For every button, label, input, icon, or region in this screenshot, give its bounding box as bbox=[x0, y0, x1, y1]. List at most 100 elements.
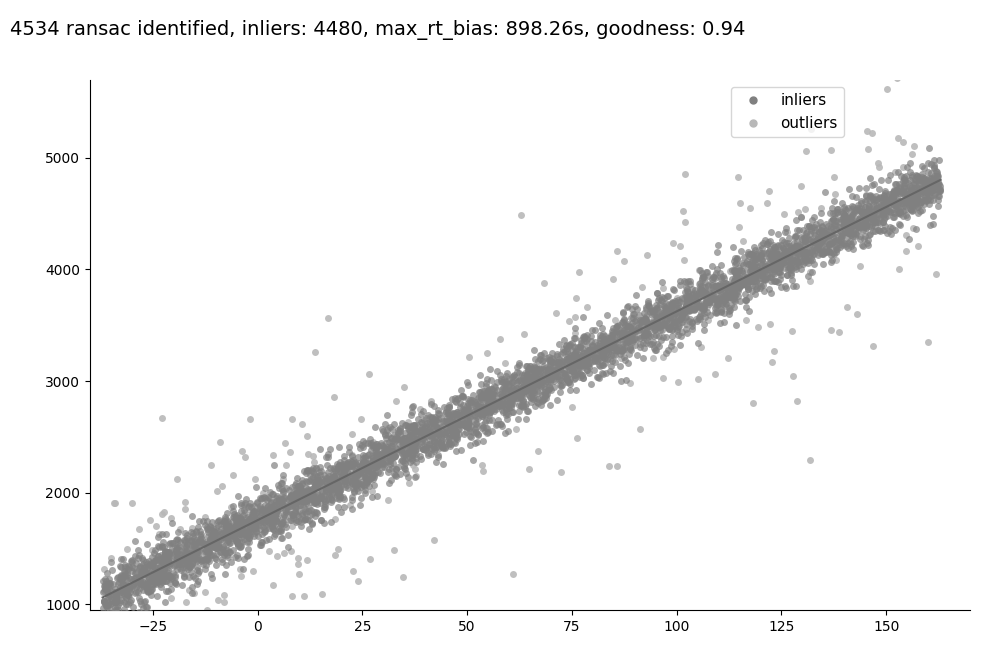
Point bbox=[545, 367, 561, 377]
Point bbox=[550, 370, 566, 381]
Point bbox=[724, 274, 740, 284]
Point bbox=[926, 171, 942, 182]
Point bbox=[252, 504, 268, 514]
Point bbox=[908, 186, 924, 197]
Point bbox=[765, 256, 781, 267]
Point bbox=[107, 587, 123, 597]
Point bbox=[770, 257, 786, 268]
Point bbox=[616, 345, 632, 355]
Point bbox=[483, 383, 499, 394]
Point bbox=[169, 543, 185, 554]
Point bbox=[412, 425, 428, 436]
Point bbox=[494, 384, 510, 394]
Point bbox=[446, 408, 462, 418]
Point bbox=[295, 489, 311, 499]
Point bbox=[366, 459, 382, 470]
Point bbox=[221, 530, 237, 541]
Point bbox=[352, 461, 368, 471]
Point bbox=[562, 350, 578, 361]
Point bbox=[286, 491, 302, 502]
Point bbox=[138, 568, 154, 579]
Point bbox=[304, 509, 320, 519]
Point bbox=[364, 459, 380, 470]
Point bbox=[497, 379, 513, 389]
Point bbox=[173, 554, 189, 564]
Point bbox=[660, 300, 676, 310]
Point bbox=[156, 564, 172, 575]
Point bbox=[294, 479, 310, 489]
Point bbox=[269, 505, 285, 515]
Point bbox=[353, 471, 369, 481]
Point bbox=[780, 252, 796, 263]
Point bbox=[908, 190, 924, 201]
Point bbox=[684, 284, 700, 294]
Point bbox=[904, 206, 920, 216]
Point bbox=[535, 371, 551, 382]
Point bbox=[526, 373, 542, 384]
Point bbox=[665, 298, 681, 308]
Point bbox=[725, 282, 741, 293]
Point bbox=[883, 229, 899, 239]
Point bbox=[176, 570, 192, 581]
Point bbox=[434, 442, 450, 453]
Point bbox=[778, 247, 794, 258]
Point bbox=[700, 296, 716, 307]
Point bbox=[920, 337, 936, 347]
Point bbox=[562, 339, 578, 349]
Point bbox=[156, 550, 172, 561]
Point bbox=[190, 546, 206, 557]
Point bbox=[277, 506, 293, 516]
Point bbox=[467, 400, 483, 410]
Point bbox=[402, 441, 418, 452]
Point bbox=[360, 465, 376, 475]
Point bbox=[730, 285, 746, 296]
Point bbox=[347, 481, 363, 491]
Point bbox=[926, 178, 942, 188]
Point bbox=[359, 460, 375, 471]
Point bbox=[301, 484, 317, 495]
Point bbox=[575, 348, 591, 359]
Point bbox=[471, 392, 487, 402]
Point bbox=[353, 493, 369, 503]
Point bbox=[190, 522, 206, 532]
Point bbox=[701, 296, 717, 306]
Point bbox=[444, 415, 460, 426]
Point bbox=[670, 322, 686, 333]
Point bbox=[879, 205, 895, 215]
Point bbox=[215, 532, 231, 542]
Point bbox=[888, 202, 904, 213]
Point bbox=[902, 193, 918, 204]
Point bbox=[697, 312, 713, 322]
Point bbox=[537, 383, 553, 394]
Point bbox=[873, 203, 889, 213]
Point bbox=[317, 491, 333, 501]
Point bbox=[638, 315, 654, 326]
Point bbox=[580, 344, 596, 355]
Point bbox=[118, 584, 134, 595]
Point bbox=[400, 422, 416, 433]
Point bbox=[746, 261, 762, 271]
Point bbox=[404, 432, 420, 443]
Point bbox=[158, 571, 174, 581]
Point bbox=[375, 453, 391, 463]
Point bbox=[460, 406, 476, 417]
Point bbox=[700, 271, 716, 281]
Point bbox=[814, 222, 830, 233]
Point bbox=[204, 540, 220, 551]
Point bbox=[402, 445, 418, 455]
Point bbox=[919, 180, 935, 191]
Point bbox=[479, 387, 495, 397]
Point bbox=[369, 448, 385, 459]
Point bbox=[872, 192, 888, 203]
Point bbox=[113, 571, 129, 581]
Point bbox=[162, 577, 178, 588]
Point bbox=[542, 400, 558, 410]
Point bbox=[525, 382, 541, 392]
Point bbox=[743, 276, 759, 286]
Point bbox=[748, 270, 764, 280]
Point bbox=[763, 249, 779, 260]
Point bbox=[836, 215, 852, 226]
Point bbox=[298, 492, 314, 503]
Point bbox=[293, 517, 309, 528]
Point bbox=[865, 211, 881, 221]
